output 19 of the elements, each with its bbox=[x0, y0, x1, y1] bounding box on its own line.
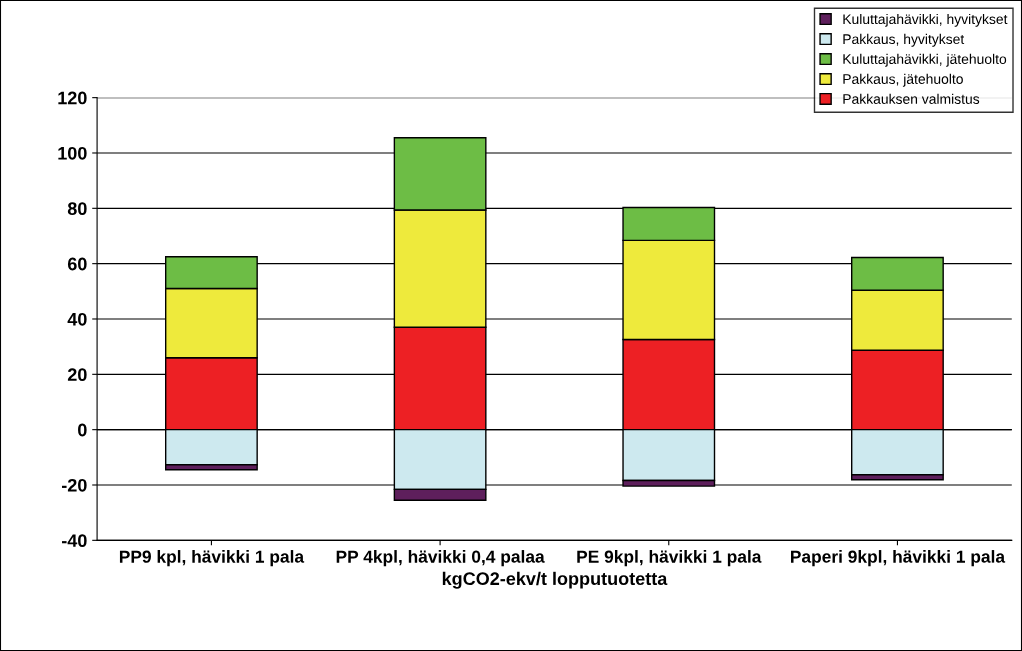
x-axis-title: kgCO2-ekv/t lopputuotetta bbox=[442, 571, 668, 589]
y-tick-label: 120 bbox=[58, 91, 87, 105]
y-tick-label: 0 bbox=[78, 423, 87, 437]
y-tick-label: -20 bbox=[61, 478, 87, 492]
y-tick-label: 60 bbox=[67, 257, 87, 271]
x-tick-label: PP 4kpl, hävikki 0,4 palaa bbox=[336, 550, 545, 567]
y-tick-label: 80 bbox=[67, 202, 87, 216]
legend-label: Pakkaus, jätehuolto bbox=[843, 73, 963, 87]
y-tick-label: 100 bbox=[58, 146, 87, 160]
legend-label: Kuluttajahävikki, jätehuolto bbox=[843, 53, 1007, 67]
x-tick-label: PP9 kpl, hävikki 1 pala bbox=[119, 550, 305, 567]
y-tick-label: -40 bbox=[61, 534, 87, 548]
legend-label: Pakkauksen valmistus bbox=[843, 93, 980, 104]
x-tick-label: Paperi 9kpl, hävikki 1 pala bbox=[791, 550, 1006, 567]
y-tick-label: 20 bbox=[67, 368, 87, 382]
x-tick-label: PE 9kpl, hävikki 1 pala bbox=[577, 550, 762, 567]
legend-label: Kuluttajahävikki, hyvitykset bbox=[843, 13, 1008, 27]
y-tick-label: 40 bbox=[67, 312, 87, 326]
legend-label: Pakkaus, hyvitykset bbox=[843, 33, 965, 47]
